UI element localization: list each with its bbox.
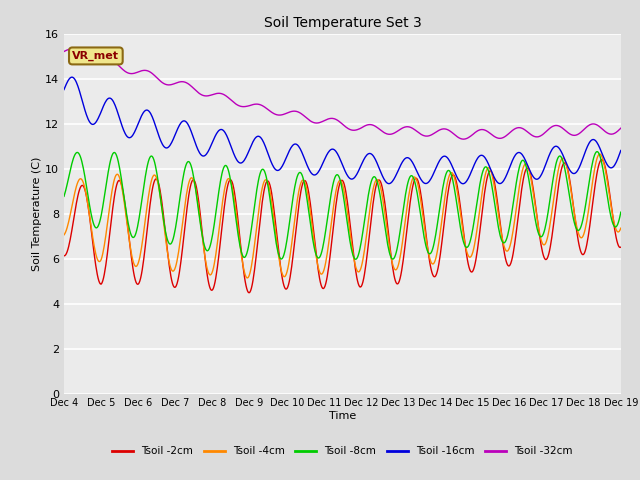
X-axis label: Time: Time [329,411,356,421]
Title: Soil Temperature Set 3: Soil Temperature Set 3 [264,16,421,30]
Y-axis label: Soil Temperature (C): Soil Temperature (C) [32,156,42,271]
Text: VR_met: VR_met [72,51,119,61]
Legend: Tsoil -2cm, Tsoil -4cm, Tsoil -8cm, Tsoil -16cm, Tsoil -32cm: Tsoil -2cm, Tsoil -4cm, Tsoil -8cm, Tsoi… [108,442,577,460]
